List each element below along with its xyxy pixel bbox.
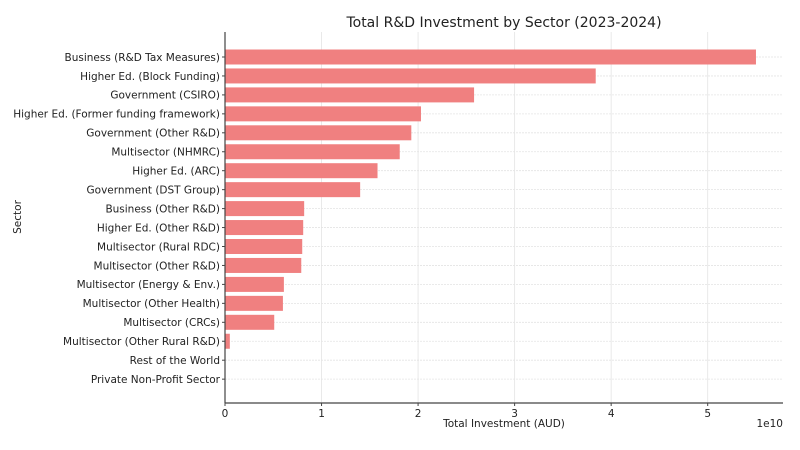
y-tick-label: Multisector (Energy & Env.) xyxy=(77,279,220,291)
y-tick-label: Business (R&D Tax Measures) xyxy=(65,52,221,64)
y-tick-label: Higher Ed. (Block Funding) xyxy=(80,71,220,83)
bar xyxy=(225,106,421,121)
x-tick-label: 2 xyxy=(415,408,422,420)
y-tick-label: Government (Other R&D) xyxy=(86,128,220,140)
x-tick-label: 5 xyxy=(704,408,711,420)
x-axis-offset-label: 1e10 xyxy=(756,418,783,430)
bar xyxy=(225,239,302,254)
bar xyxy=(225,87,474,102)
bar xyxy=(225,258,301,273)
y-tick-label: Multisector (Other Health) xyxy=(83,298,220,310)
y-tick-label: Multisector (CRCs) xyxy=(123,317,220,329)
bar xyxy=(225,163,378,178)
x-tick-label: 1 xyxy=(318,408,325,420)
chart-title: Total R&D Investment by Sector (2023-202… xyxy=(345,15,661,31)
bar xyxy=(225,334,230,349)
bars xyxy=(225,50,756,387)
bar xyxy=(225,182,360,197)
bar xyxy=(225,201,304,216)
bar xyxy=(225,277,284,292)
bar xyxy=(225,315,274,330)
x-tick-label: 0 xyxy=(222,408,229,420)
y-tick-label: Higher Ed. (Former funding framework) xyxy=(13,109,220,121)
x-tick-label: 4 xyxy=(608,408,615,420)
bar xyxy=(225,125,411,140)
y-axis-label: Sector xyxy=(12,199,24,233)
y-tick-label: Multisector (Rural RDC) xyxy=(97,241,220,253)
y-tick-label: Higher Ed. (Other R&D) xyxy=(97,222,220,234)
y-tick-label: Higher Ed. (ARC) xyxy=(132,166,220,178)
y-tick-label: Business (Other R&D) xyxy=(105,203,220,215)
bar xyxy=(225,144,400,159)
bar xyxy=(225,296,283,311)
y-tick-label: Private Non-Profit Sector xyxy=(91,374,221,386)
y-tick-labels: Business (R&D Tax Measures) Higher Ed. (B… xyxy=(13,52,225,386)
y-tick-label: Government (DST Group) xyxy=(87,184,220,196)
y-tick-label: Multisector (Other R&D) xyxy=(94,260,220,272)
y-tick-label: Multisector (NHMRC) xyxy=(111,147,220,159)
x-axis-label: Total Investment (AUD) xyxy=(442,418,565,430)
y-tick-label: Multisector (Other Rural R&D) xyxy=(63,336,220,348)
bar xyxy=(225,220,303,235)
bar xyxy=(225,68,596,83)
bar xyxy=(225,50,756,65)
y-tick-label: Rest of the World xyxy=(130,355,220,367)
y-tick-label: Government (CSIRO) xyxy=(110,90,220,102)
